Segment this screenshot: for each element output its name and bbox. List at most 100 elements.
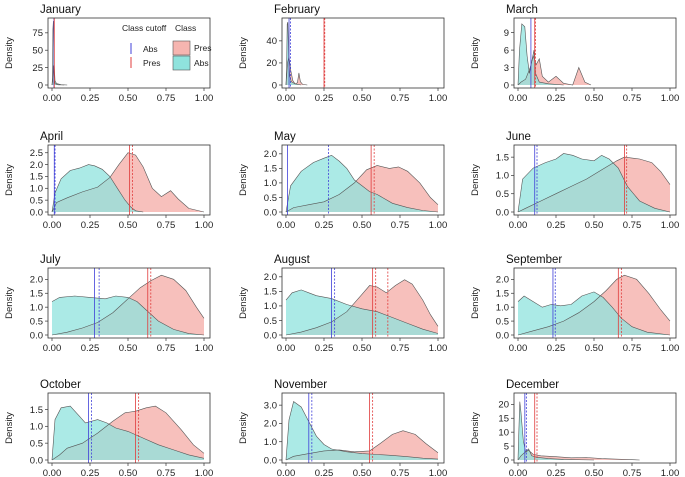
y-tick-label-july: 1.0	[30, 302, 43, 313]
x-tick-label-february: 0.25	[315, 93, 334, 104]
y-axis-label-march: Density	[470, 37, 481, 69]
x-tick-label-august: 0.25	[315, 343, 334, 354]
y-tick-label-august: 0.0	[264, 330, 277, 341]
x-tick-label-november: 0.25	[315, 468, 334, 477]
pres-outline-april	[51, 152, 205, 213]
x-tick-label-april: 0.00	[43, 220, 62, 231]
plot-frame-september	[513, 267, 677, 339]
abs-density-september	[518, 291, 670, 335]
x-tick-label-november: 1.00	[429, 468, 448, 477]
x-tick-label-april: 0.25	[81, 220, 100, 231]
y-tick-label-july: 1.5	[30, 289, 43, 300]
y-tick-label-march: 9	[504, 28, 509, 39]
y-tick-label-september: 0.5	[496, 316, 509, 327]
panel-june: June 0.0 0.5 1.0 1.5 Density 0.00 0.25 0.50 0.75 1…	[470, 131, 679, 231]
y-tick-label-september: 1.5	[496, 289, 509, 300]
x-tick-label-december: 0.75	[623, 468, 642, 477]
abs-outline-april	[51, 164, 144, 213]
y-tick-label-may: 1.0	[264, 178, 277, 189]
y-tick-label-december: 20	[498, 400, 509, 411]
pres-density-february	[286, 56, 308, 85]
plot-frame-february	[281, 17, 445, 89]
y-tick-label-april: 0.0	[30, 207, 43, 218]
y-tick-label-april: 2.5	[30, 148, 43, 159]
pres-outline-may	[285, 165, 439, 213]
panel-september: September 0.0 0.5 1.0 1.5 2.0 Density 0.00 0.25 0…	[470, 254, 679, 354]
y-axis-label-june: Density	[470, 164, 481, 196]
x-tick-label-january: 1.00	[195, 93, 214, 104]
x-tick-label-june: 0.75	[623, 220, 642, 231]
y-tick-label-january: 0	[38, 80, 43, 91]
y-tick-label-october: 1.0	[30, 422, 43, 433]
y-tick-label-october: 0.5	[30, 438, 43, 449]
y-tick-label-july: 0.0	[30, 330, 43, 341]
x-tick-label-september: 0.00	[509, 343, 528, 354]
x-tick-label-april: 0.50	[119, 220, 138, 231]
x-tick-label-november: 0.50	[353, 468, 372, 477]
panel-title-april: April	[40, 131, 63, 143]
x-tick-label-march: 0.25	[547, 93, 566, 104]
x-tick-label-april: 0.75	[157, 220, 176, 231]
abs-density-december	[518, 401, 594, 460]
abs-density-november	[286, 401, 438, 460]
x-tick-label-march: 0.75	[623, 93, 642, 104]
abs-density-february	[286, 22, 302, 86]
legend: Class cutoff Class Abs Pres Pres Abs	[122, 23, 211, 71]
x-tick-label-october: 0.50	[119, 468, 138, 477]
y-tick-label-january: 25	[32, 63, 43, 74]
x-tick-label-august: 0.50	[353, 343, 372, 354]
x-tick-label-january: 0.75	[157, 93, 176, 104]
x-tick-label-may: 0.25	[315, 220, 334, 231]
panel-title-december: December	[506, 379, 559, 391]
y-tick-label-june: 0.5	[496, 189, 509, 200]
panel-august: August 0.0 0.5 1.0 1.5 2.0 Density 0.00 0.25 0.50…	[238, 254, 447, 354]
x-tick-label-april: 1.00	[195, 220, 214, 231]
x-tick-label-october: 0.25	[81, 468, 100, 477]
abs-outline-september	[517, 291, 671, 336]
pres-outline-july	[51, 274, 205, 336]
legend-cutoff-title: Class cutoff	[122, 23, 167, 33]
abs-outline-may	[285, 154, 439, 213]
y-tick-label-september: 2.0	[496, 275, 509, 286]
legend-pres-cutoff-label: Pres	[143, 58, 160, 68]
x-tick-label-february: 0.75	[391, 93, 410, 104]
y-tick-label-august: 1.0	[264, 301, 277, 312]
plot-frame-august	[281, 267, 445, 339]
plot-frame-july	[47, 267, 211, 339]
y-tick-label-july: 0.5	[30, 316, 43, 327]
y-tick-label-october: 0.0	[30, 455, 43, 466]
y-tick-label-may: 1.5	[264, 164, 277, 175]
x-tick-label-september: 0.50	[585, 343, 604, 354]
panel-title-january: January	[40, 4, 81, 16]
abs-outline-november	[285, 400, 439, 461]
abs-density-june	[518, 153, 670, 212]
x-tick-label-may: 0.50	[353, 220, 372, 231]
y-axis-label-august: Density	[238, 287, 249, 319]
x-tick-label-february: 0.50	[353, 93, 372, 104]
y-tick-label-may: 0.0	[264, 207, 277, 218]
y-tick-label-june: 1.0	[496, 171, 509, 182]
x-tick-label-december: 0.00	[509, 468, 528, 477]
panel-july: July 0.0 0.5 1.0 1.5 2.0 Density 0.00 0.25 0.50 0.…	[4, 254, 213, 354]
abs-outline-december	[517, 401, 595, 461]
y-tick-label-november: 0.0	[264, 455, 277, 466]
x-tick-label-march: 0.00	[509, 93, 528, 104]
y-tick-label-november: 2.0	[264, 419, 277, 430]
panel-november: November 0.0 1.0 2.0 3.0 Density 0.00 0.25 0.50 0…	[238, 379, 447, 477]
plot-frame-december	[513, 392, 677, 464]
plot-frame-november	[281, 392, 445, 464]
y-tick-label-april: 2.0	[30, 160, 43, 171]
abs-density-may	[286, 155, 438, 212]
y-tick-label-november: 1.0	[264, 437, 277, 448]
y-axis-label-april: Density	[4, 164, 15, 196]
pres-outline-march	[517, 54, 592, 86]
panel-title-october: October	[40, 379, 81, 391]
x-tick-label-january: 0.00	[43, 93, 62, 104]
y-tick-label-december: 0	[504, 455, 509, 466]
y-tick-label-september: 0.0	[496, 330, 509, 341]
legend-abs-label: Abs	[194, 58, 209, 68]
x-tick-label-july: 1.00	[195, 343, 214, 354]
y-axis-label-october: Density	[4, 412, 15, 444]
x-tick-label-september: 0.75	[623, 343, 642, 354]
